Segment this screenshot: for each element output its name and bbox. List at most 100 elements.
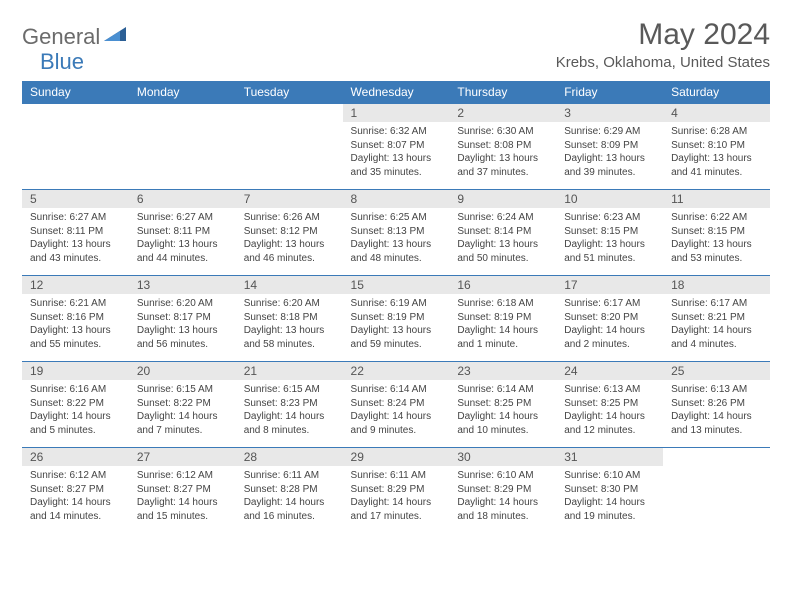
location-text: Krebs, Oklahoma, United States — [556, 54, 770, 71]
day-detail: Sunrise: 6:10 AMSunset: 8:30 PMDaylight:… — [556, 466, 663, 527]
day-number: 11 — [663, 190, 770, 208]
day-detail: Sunrise: 6:25 AMSunset: 8:13 PMDaylight:… — [343, 208, 450, 269]
calendar-day-cell: 17Sunrise: 6:17 AMSunset: 8:20 PMDayligh… — [556, 276, 663, 362]
logo: General — [22, 24, 128, 50]
day-detail: Sunrise: 6:14 AMSunset: 8:24 PMDaylight:… — [343, 380, 450, 441]
day-detail: Sunrise: 6:15 AMSunset: 8:22 PMDaylight:… — [129, 380, 236, 441]
calendar-week-row: 19Sunrise: 6:16 AMSunset: 8:22 PMDayligh… — [22, 362, 770, 448]
calendar-day-cell: 11Sunrise: 6:22 AMSunset: 8:15 PMDayligh… — [663, 190, 770, 276]
day-number: 4 — [663, 104, 770, 122]
day-detail: Sunrise: 6:20 AMSunset: 8:17 PMDaylight:… — [129, 294, 236, 355]
calendar-day-cell: 30Sunrise: 6:10 AMSunset: 8:29 PMDayligh… — [449, 448, 556, 538]
title-block: May 2024 Krebs, Oklahoma, United States — [556, 18, 770, 71]
calendar-day-cell: 23Sunrise: 6:14 AMSunset: 8:25 PMDayligh… — [449, 362, 556, 448]
calendar-week-row: ...1Sunrise: 6:32 AMSunset: 8:07 PMDayli… — [22, 104, 770, 190]
calendar-day-cell: 27Sunrise: 6:12 AMSunset: 8:27 PMDayligh… — [129, 448, 236, 538]
day-number: 26 — [22, 448, 129, 466]
calendar-day-cell: 4Sunrise: 6:28 AMSunset: 8:10 PMDaylight… — [663, 104, 770, 190]
calendar-day-cell: . — [129, 104, 236, 190]
day-number: 21 — [236, 362, 343, 380]
calendar-day-cell: 16Sunrise: 6:18 AMSunset: 8:19 PMDayligh… — [449, 276, 556, 362]
day-detail: Sunrise: 6:26 AMSunset: 8:12 PMDaylight:… — [236, 208, 343, 269]
day-detail: Sunrise: 6:14 AMSunset: 8:25 PMDaylight:… — [449, 380, 556, 441]
day-header: Saturday — [663, 81, 770, 104]
logo-text-blue: Blue — [40, 49, 84, 75]
day-header: Wednesday — [343, 81, 450, 104]
day-detail: Sunrise: 6:13 AMSunset: 8:25 PMDaylight:… — [556, 380, 663, 441]
calendar-day-cell: 26Sunrise: 6:12 AMSunset: 8:27 PMDayligh… — [22, 448, 129, 538]
day-header-row: SundayMondayTuesdayWednesdayThursdayFrid… — [22, 81, 770, 104]
day-detail: Sunrise: 6:29 AMSunset: 8:09 PMDaylight:… — [556, 122, 663, 183]
day-number: 1 — [343, 104, 450, 122]
calendar-day-cell: 20Sunrise: 6:15 AMSunset: 8:22 PMDayligh… — [129, 362, 236, 448]
day-detail: Sunrise: 6:17 AMSunset: 8:21 PMDaylight:… — [663, 294, 770, 355]
day-detail: Sunrise: 6:12 AMSunset: 8:27 PMDaylight:… — [129, 466, 236, 527]
day-detail: Sunrise: 6:13 AMSunset: 8:26 PMDaylight:… — [663, 380, 770, 441]
day-number: 15 — [343, 276, 450, 294]
day-detail: Sunrise: 6:28 AMSunset: 8:10 PMDaylight:… — [663, 122, 770, 183]
day-number: 20 — [129, 362, 236, 380]
calendar-day-cell: 3Sunrise: 6:29 AMSunset: 8:09 PMDaylight… — [556, 104, 663, 190]
day-number: 28 — [236, 448, 343, 466]
calendar-day-cell: . — [22, 104, 129, 190]
day-header: Sunday — [22, 81, 129, 104]
day-number: 9 — [449, 190, 556, 208]
calendar-day-cell: 5Sunrise: 6:27 AMSunset: 8:11 PMDaylight… — [22, 190, 129, 276]
calendar-day-cell: 19Sunrise: 6:16 AMSunset: 8:22 PMDayligh… — [22, 362, 129, 448]
day-number: 19 — [22, 362, 129, 380]
day-number: 22 — [343, 362, 450, 380]
calendar-day-cell: . — [663, 448, 770, 538]
day-number: 10 — [556, 190, 663, 208]
day-number: 12 — [22, 276, 129, 294]
day-number: 7 — [236, 190, 343, 208]
calendar-day-cell: 1Sunrise: 6:32 AMSunset: 8:07 PMDaylight… — [343, 104, 450, 190]
logo-text-general: General — [22, 24, 100, 50]
day-number: 23 — [449, 362, 556, 380]
calendar-day-cell: 22Sunrise: 6:14 AMSunset: 8:24 PMDayligh… — [343, 362, 450, 448]
day-detail: Sunrise: 6:27 AMSunset: 8:11 PMDaylight:… — [129, 208, 236, 269]
day-number: 31 — [556, 448, 663, 466]
calendar-day-cell: 13Sunrise: 6:20 AMSunset: 8:17 PMDayligh… — [129, 276, 236, 362]
day-detail: Sunrise: 6:24 AMSunset: 8:14 PMDaylight:… — [449, 208, 556, 269]
calendar-week-row: 5Sunrise: 6:27 AMSunset: 8:11 PMDaylight… — [22, 190, 770, 276]
calendar-day-cell: 15Sunrise: 6:19 AMSunset: 8:19 PMDayligh… — [343, 276, 450, 362]
calendar-day-cell: 25Sunrise: 6:13 AMSunset: 8:26 PMDayligh… — [663, 362, 770, 448]
day-detail: Sunrise: 6:27 AMSunset: 8:11 PMDaylight:… — [22, 208, 129, 269]
logo-triangle-icon — [104, 25, 126, 46]
day-detail: Sunrise: 6:16 AMSunset: 8:22 PMDaylight:… — [22, 380, 129, 441]
calendar-table: SundayMondayTuesdayWednesdayThursdayFrid… — [22, 81, 770, 538]
day-detail: Sunrise: 6:22 AMSunset: 8:15 PMDaylight:… — [663, 208, 770, 269]
day-detail: Sunrise: 6:23 AMSunset: 8:15 PMDaylight:… — [556, 208, 663, 269]
calendar-day-cell: 31Sunrise: 6:10 AMSunset: 8:30 PMDayligh… — [556, 448, 663, 538]
day-number: 5 — [22, 190, 129, 208]
day-header: Monday — [129, 81, 236, 104]
day-header: Thursday — [449, 81, 556, 104]
day-number: 13 — [129, 276, 236, 294]
day-number: 25 — [663, 362, 770, 380]
day-number: 18 — [663, 276, 770, 294]
day-detail: Sunrise: 6:15 AMSunset: 8:23 PMDaylight:… — [236, 380, 343, 441]
day-detail: Sunrise: 6:10 AMSunset: 8:29 PMDaylight:… — [449, 466, 556, 527]
day-header: Friday — [556, 81, 663, 104]
day-number: 24 — [556, 362, 663, 380]
day-number: 17 — [556, 276, 663, 294]
calendar-week-row: 12Sunrise: 6:21 AMSunset: 8:16 PMDayligh… — [22, 276, 770, 362]
day-number: 14 — [236, 276, 343, 294]
calendar-day-cell: 18Sunrise: 6:17 AMSunset: 8:21 PMDayligh… — [663, 276, 770, 362]
day-header: Tuesday — [236, 81, 343, 104]
day-detail: Sunrise: 6:17 AMSunset: 8:20 PMDaylight:… — [556, 294, 663, 355]
day-number: 8 — [343, 190, 450, 208]
day-number: 6 — [129, 190, 236, 208]
calendar-day-cell: 7Sunrise: 6:26 AMSunset: 8:12 PMDaylight… — [236, 190, 343, 276]
calendar-day-cell: 8Sunrise: 6:25 AMSunset: 8:13 PMDaylight… — [343, 190, 450, 276]
calendar-day-cell: 6Sunrise: 6:27 AMSunset: 8:11 PMDaylight… — [129, 190, 236, 276]
day-number: 30 — [449, 448, 556, 466]
day-number: 3 — [556, 104, 663, 122]
day-detail: Sunrise: 6:19 AMSunset: 8:19 PMDaylight:… — [343, 294, 450, 355]
day-detail: Sunrise: 6:11 AMSunset: 8:29 PMDaylight:… — [343, 466, 450, 527]
calendar-day-cell: 14Sunrise: 6:20 AMSunset: 8:18 PMDayligh… — [236, 276, 343, 362]
day-detail: Sunrise: 6:20 AMSunset: 8:18 PMDaylight:… — [236, 294, 343, 355]
day-detail: Sunrise: 6:12 AMSunset: 8:27 PMDaylight:… — [22, 466, 129, 527]
calendar-day-cell: 9Sunrise: 6:24 AMSunset: 8:14 PMDaylight… — [449, 190, 556, 276]
calendar-week-row: 26Sunrise: 6:12 AMSunset: 8:27 PMDayligh… — [22, 448, 770, 538]
